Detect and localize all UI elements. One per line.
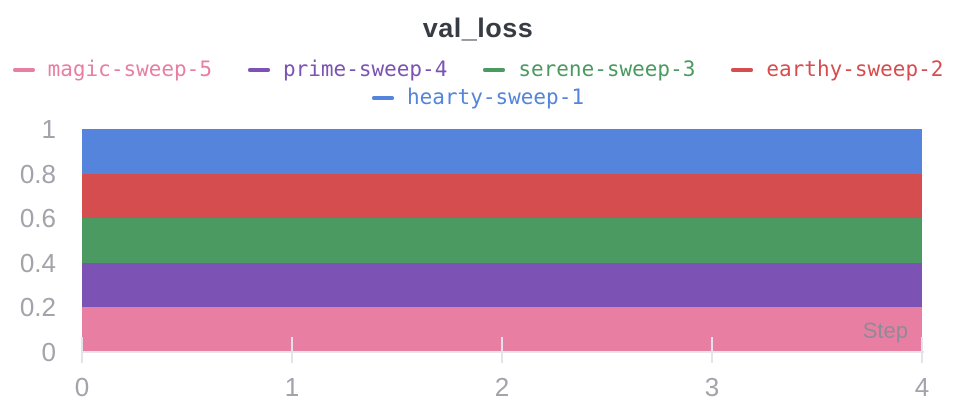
legend-row-2: hearty-sweep-1 xyxy=(371,85,584,110)
legend-line-icon xyxy=(247,67,270,72)
legend-line-icon xyxy=(12,67,35,72)
y-tick-label: 1 xyxy=(41,114,56,144)
legend-item-earthy-sweep-2[interactable]: earthy-sweep-2 xyxy=(731,57,943,82)
plot-area[interactable]: Step xyxy=(81,129,923,363)
y-tick-label: 0.4 xyxy=(19,247,56,278)
y-tick-label: 0.8 xyxy=(19,158,56,189)
legend-line-icon xyxy=(731,67,754,72)
x-axis-labels: 0 1 2 3 4 xyxy=(75,372,929,404)
y-axis-labels: 0 0.2 0.4 0.6 0.8 1 xyxy=(0,116,56,365)
x-axis-title: Step xyxy=(862,318,908,343)
x-tick-mark xyxy=(291,337,293,363)
legend-label: magic-sweep-5 xyxy=(47,57,212,81)
chart-title: val_loss xyxy=(422,13,534,43)
x-tick-mark xyxy=(921,337,923,363)
x-tick-label: 2 xyxy=(494,372,510,402)
y-tick-label: 0.2 xyxy=(19,292,56,323)
x-tick-label: 1 xyxy=(284,372,300,402)
legend-row-1: magic-sweep-5 prime-sweep-4 serene-sweep-3… xyxy=(12,57,943,82)
legend-item-hearty-sweep-1[interactable]: hearty-sweep-1 xyxy=(371,85,584,110)
legend-line-icon xyxy=(483,67,506,72)
x-tick-label: 0 xyxy=(74,372,90,402)
y-tick-label: 0.6 xyxy=(19,203,56,234)
legend-label: hearty-sweep-1 xyxy=(406,85,584,109)
x-tick-label: 4 xyxy=(914,372,930,402)
legend-label: serene-sweep-3 xyxy=(518,57,696,81)
legend-label: prime-sweep-4 xyxy=(282,57,448,81)
legend-label: earthy-sweep-2 xyxy=(766,57,944,81)
legend-line-icon xyxy=(371,95,394,100)
legend-item-serene-sweep-3[interactable]: serene-sweep-3 xyxy=(483,57,695,82)
x-axis-line xyxy=(82,351,924,353)
legend: magic-sweep-5 prime-sweep-4 serene-sweep-3… xyxy=(0,57,956,110)
x-tick-mark xyxy=(711,337,713,363)
y-tick-label: 0 xyxy=(41,337,56,367)
x-tick-mark xyxy=(501,337,503,363)
x-tick-label: 3 xyxy=(704,372,720,402)
x-tick-mark xyxy=(81,337,83,363)
legend-item-magic-sweep-5[interactable]: magic-sweep-5 xyxy=(12,57,212,82)
legend-item-prime-sweep-4[interactable]: prime-sweep-4 xyxy=(247,57,448,82)
